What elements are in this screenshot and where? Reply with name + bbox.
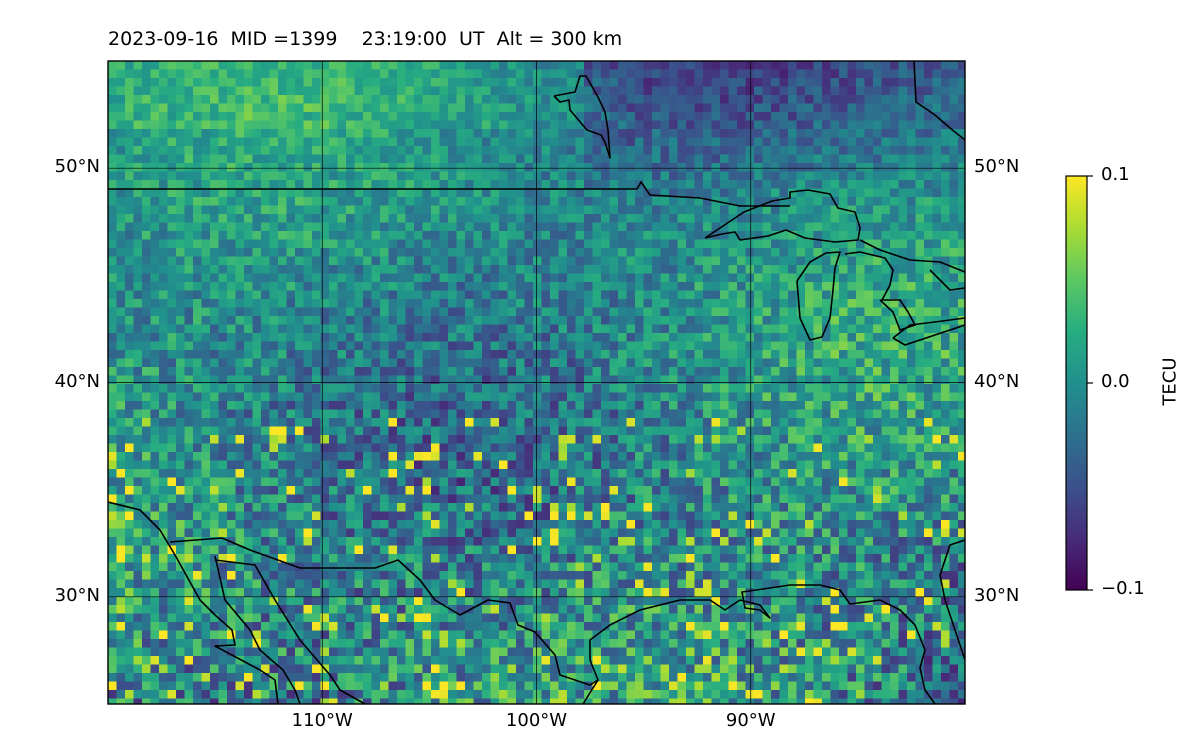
lat-tick-label-left-0: 50°N — [54, 156, 100, 178]
lake-michigan — [796, 251, 841, 341]
colorbar — [1065, 175, 1093, 591]
tec-cells — [108, 61, 965, 704]
map-title: 2023-09-16 MID =1399 23:19:00 UT Alt = 3… — [108, 28, 623, 50]
lon-tick-label-1: 100°W — [505, 710, 568, 731]
gridlines — [108, 61, 965, 704]
colorbar-ticks — [1087, 175, 1093, 591]
baja-inner — [214, 555, 301, 704]
colorbar-tick-label-1: 0.0 — [1101, 371, 1130, 392]
lat-tick-label-right-1: 40°N — [974, 370, 1020, 392]
lat-tick-label-right-2: 30°N — [974, 584, 1020, 606]
colorbar-tick-label-0: 0.1 — [1101, 164, 1130, 185]
colorbar-title: TECU — [1159, 357, 1181, 406]
lake-huron — [844, 251, 916, 331]
lake-superior — [704, 189, 861, 243]
coastlines-borders — [108, 61, 965, 704]
james-bay-coast — [553, 75, 611, 159]
lat-tick-label-right-0: 50°N — [974, 156, 1020, 178]
lon-tick-label-2: 90°W — [725, 710, 776, 731]
atlantic-coast — [939, 539, 965, 661]
us-mexico-border — [169, 537, 599, 686]
pacific-coast — [108, 501, 279, 704]
lat-tick-label-left-2: 30°N — [54, 584, 100, 606]
lake-ontario — [929, 269, 965, 291]
northeast-coast — [913, 61, 965, 141]
map-frame — [107, 60, 966, 705]
great-lakes-shore — [859, 239, 965, 273]
gulf-coast — [582, 584, 936, 704]
lake-erie — [892, 317, 965, 346]
lon-tick-label-0: 110°W — [291, 710, 353, 731]
us-canada-border — [108, 181, 790, 207]
gulf-of-california — [214, 559, 366, 704]
lat-tick-label-left-1: 40°N — [54, 370, 100, 392]
colorbar-tick-label-2: −0.1 — [1101, 578, 1145, 599]
colorbar-gradient — [1065, 175, 1088, 591]
